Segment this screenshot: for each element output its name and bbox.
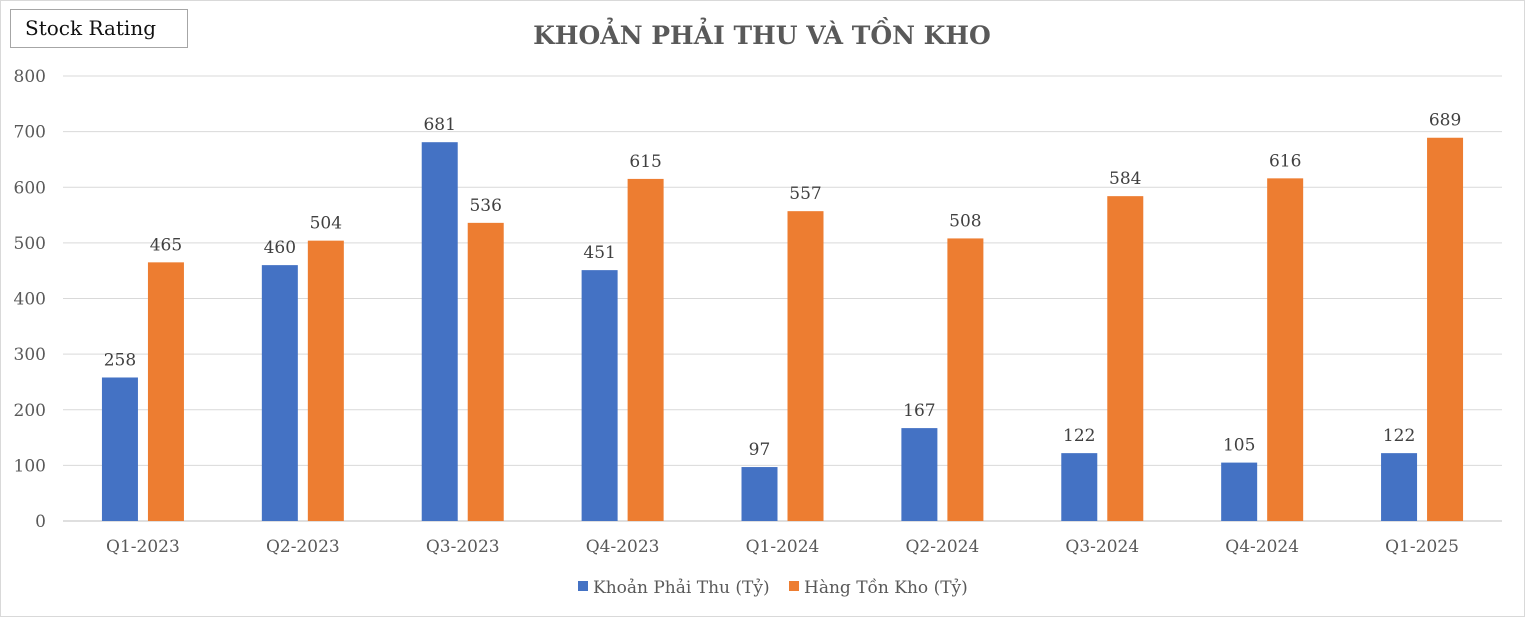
chart-title: KHOẢN PHẢI THU VÀ TỒN KHO <box>533 18 991 50</box>
bar-receivables <box>901 428 938 521</box>
bar-inventory <box>1267 178 1304 521</box>
data-label: 122 <box>1383 426 1415 446</box>
bar-receivables <box>1221 462 1258 521</box>
x-tick-label: Q1-2024 <box>746 537 820 557</box>
data-label: 681 <box>423 115 455 135</box>
x-tick-label: Q2-2023 <box>266 537 340 557</box>
x-tick-label: Q2-2024 <box>906 537 980 557</box>
x-tick-label: Q3-2024 <box>1065 537 1139 557</box>
bar-inventory <box>627 178 664 521</box>
x-tick-label: Q1-2023 <box>106 537 180 557</box>
y-tick-label: 300 <box>14 345 46 365</box>
data-label: 105 <box>1223 436 1255 456</box>
bar-receivables <box>1381 453 1418 521</box>
data-label: 689 <box>1429 111 1461 131</box>
x-tick-label: Q4-2024 <box>1225 537 1299 557</box>
data-label: 616 <box>1269 151 1301 171</box>
data-label: 536 <box>469 196 501 216</box>
legend-swatch <box>578 581 588 591</box>
y-tick-label: 0 <box>35 512 46 532</box>
y-tick-label: 700 <box>14 123 46 143</box>
stock-rating-badge: Stock Rating <box>10 9 188 48</box>
data-label: 451 <box>583 243 615 263</box>
bar-inventory <box>307 240 344 521</box>
bar-inventory <box>147 262 184 521</box>
data-label: 460 <box>264 238 296 258</box>
x-tick-label: Q1-2025 <box>1385 537 1459 557</box>
legend-label: Hàng Tồn Kho (Tỷ) <box>804 578 968 598</box>
bar-inventory <box>947 238 984 522</box>
data-label: 557 <box>789 184 821 204</box>
data-label: 258 <box>104 350 136 370</box>
legend-label: Khoản Phải Thu (Tỷ) <box>593 578 770 598</box>
bar-receivables <box>741 467 778 521</box>
bar-inventory <box>1427 137 1464 521</box>
x-tick-label: Q4-2023 <box>586 537 660 557</box>
data-label: 167 <box>903 401 935 421</box>
data-label: 508 <box>949 211 981 231</box>
data-label: 584 <box>1109 169 1141 189</box>
bar-inventory <box>787 211 824 521</box>
y-tick-label: 500 <box>14 234 46 254</box>
bar-receivables <box>101 377 138 521</box>
bar-inventory <box>467 222 504 521</box>
data-label: 504 <box>310 214 342 234</box>
y-tick-label: 200 <box>14 401 46 421</box>
bar-receivables <box>581 270 618 521</box>
data-label: 97 <box>749 440 771 460</box>
y-tick-label: 600 <box>14 178 46 198</box>
bar-inventory <box>1107 196 1144 521</box>
y-tick-label: 400 <box>14 290 46 310</box>
bar-receivables <box>1061 453 1098 521</box>
data-label: 615 <box>629 152 661 172</box>
data-label: 465 <box>150 235 182 255</box>
legend-swatch <box>789 581 799 591</box>
data-label: 122 <box>1063 426 1095 446</box>
bar-receivables <box>261 265 298 521</box>
x-tick-label: Q3-2023 <box>426 537 500 557</box>
bar-receivables <box>421 142 458 521</box>
y-tick-label: 800 <box>14 67 46 87</box>
y-tick-label: 100 <box>14 456 46 476</box>
